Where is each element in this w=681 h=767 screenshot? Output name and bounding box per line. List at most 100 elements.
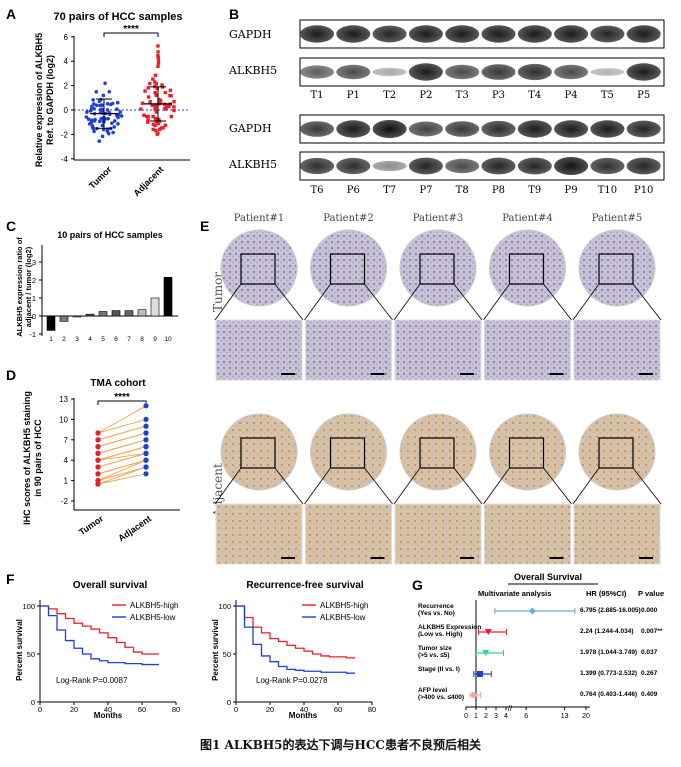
panel-a-dot-adjacent bbox=[160, 83, 164, 87]
blot-lane-label: P7 bbox=[419, 185, 432, 196]
survival-tick-label: 0 bbox=[31, 698, 35, 707]
panel-a-dot-adjacent bbox=[156, 121, 160, 126]
panel-e-patient-header: Patient#1 bbox=[234, 213, 285, 224]
panel-g-row-name: Recurrence bbox=[418, 603, 454, 610]
panel-g-tick-label: 0 bbox=[464, 713, 468, 720]
panel-d-dot-adjacent bbox=[143, 416, 149, 422]
figure-caption: 图1 ALKBH5的表达下调与HCC患者不良预后相关 bbox=[200, 738, 481, 752]
panel-f: F Overall survival Percent survival Mont… bbox=[6, 571, 376, 720]
panel-e-zoom-line bbox=[304, 283, 331, 321]
panel-e-core-adjacent bbox=[310, 413, 387, 491]
panel-a-dot-adjacent bbox=[164, 107, 168, 111]
panel-a-dot-adjacent bbox=[145, 114, 149, 119]
blot-lane-label: T9 bbox=[528, 185, 541, 196]
panel-a-dot-adjacent bbox=[155, 132, 159, 136]
blot-band bbox=[372, 67, 407, 77]
panel-e-zoom-box bbox=[329, 253, 366, 285]
panel-d-pair-line bbox=[97, 452, 147, 461]
panel-d-dot-adjacent bbox=[143, 457, 149, 463]
panel-d-dot-tumor bbox=[95, 471, 101, 477]
panel-a-dot-tumor bbox=[115, 107, 119, 112]
rfs-legend-low: ALKBH5-low bbox=[320, 613, 366, 622]
blot-band bbox=[445, 158, 480, 174]
panel-g-hr-header: HR (95%CI) bbox=[586, 589, 627, 598]
blot-band bbox=[481, 120, 516, 138]
panel-a-dot-tumor bbox=[92, 102, 96, 106]
blot-band bbox=[336, 120, 371, 138]
panel-g-row-p: 0.037 bbox=[641, 649, 658, 656]
panel-g-row-p: 0.007** bbox=[641, 628, 663, 635]
blot-band bbox=[408, 157, 443, 175]
panel-e-zoom-image-tumor bbox=[394, 319, 482, 381]
panel-a-dot-adjacent bbox=[153, 80, 157, 84]
panel-c-bar bbox=[98, 311, 108, 317]
panel-a-dot-adjacent bbox=[168, 88, 173, 93]
panel-e-core-tumor bbox=[489, 229, 566, 307]
survival-tick-label: 40 bbox=[300, 705, 308, 714]
panel-a-dot-tumor bbox=[90, 104, 94, 109]
panel-g-row-name: AFP level bbox=[418, 687, 447, 694]
panel-e-zoom-line bbox=[274, 283, 304, 321]
survival-tick-label: 0 bbox=[38, 705, 42, 714]
panel-e-core-tumor bbox=[310, 229, 387, 307]
panel-a-dot-tumor bbox=[112, 119, 117, 123]
panel-a-tick-label: -2 bbox=[61, 130, 69, 139]
os-xlabel: Months bbox=[94, 711, 123, 720]
panel-c-bar bbox=[85, 313, 95, 317]
panel-a-dot-adjacent bbox=[159, 126, 164, 130]
survival-tick-label: 20 bbox=[70, 705, 78, 714]
panel-a-dot-adjacent bbox=[167, 104, 171, 108]
survival-curve-high bbox=[40, 605, 159, 655]
survival-tick-label: 80 bbox=[368, 705, 376, 714]
panel-a-tick-label: -4 bbox=[61, 155, 69, 164]
panel-e-patient-headers: Patient#1 Patient#2 Patient#3 Patient#4 Pati… bbox=[234, 213, 643, 224]
panel-c-bar bbox=[124, 310, 134, 317]
panel-g-tick-label: 1 bbox=[474, 713, 478, 720]
panel-g-point bbox=[484, 629, 492, 635]
blot-lane-label: P1 bbox=[347, 90, 360, 101]
panel-c-category: 1 bbox=[49, 336, 53, 343]
panel-a-dot-adjacent bbox=[172, 100, 176, 104]
blot-lane-label: P4 bbox=[565, 90, 578, 101]
panel-g-row-sub: (Yes vs. No) bbox=[418, 610, 455, 617]
panel-e-patient-header: Patient#5 bbox=[592, 213, 643, 224]
panel-c-ylabel-1: ALKBH5 expression ratio of bbox=[15, 237, 24, 337]
survival-tick-label: 100 bbox=[22, 602, 35, 611]
panel-a-dot-adjacent bbox=[169, 114, 174, 119]
os-title: Overall survival bbox=[73, 580, 148, 591]
panel-g-row-hr: 6.795 (2.885-16.005) bbox=[580, 607, 641, 614]
os-legend-low: ALKBH5-low bbox=[130, 613, 176, 622]
blot-band bbox=[300, 157, 334, 175]
panel-c: C 10 pairs of HCC samples ALKBH5 express… bbox=[6, 218, 178, 343]
blot-band bbox=[517, 63, 552, 81]
panel-a-dot-adjacent bbox=[156, 50, 160, 54]
blot-band bbox=[626, 157, 661, 175]
panel-g-row-sub: (>5 vs. ≤5) bbox=[418, 652, 450, 659]
panel-g-row-sub: (>400 vs. ≤400) bbox=[418, 694, 464, 701]
panel-a-dot-tumor bbox=[105, 129, 110, 134]
panel-c-tick-label: 2 bbox=[32, 276, 36, 285]
panel-b-letter: B bbox=[229, 6, 239, 22]
panel-d-pair-line bbox=[97, 473, 147, 485]
panel-d-dot-adjacent bbox=[143, 403, 149, 409]
survival-curve-low bbox=[40, 605, 159, 666]
blot-lane-label: T10 bbox=[598, 185, 617, 196]
panel-d-tick-label: 13 bbox=[59, 395, 68, 404]
panel-a-dot-adjacent bbox=[142, 113, 146, 117]
blot-band bbox=[445, 64, 480, 80]
panel-d-pair-line bbox=[97, 405, 147, 434]
panel-d-tick-label: 4 bbox=[64, 456, 69, 465]
panel-e-zoom-box bbox=[240, 253, 276, 285]
blot-band bbox=[372, 160, 407, 172]
panel-a-dot-adjacent bbox=[146, 95, 151, 99]
blot-band bbox=[554, 25, 589, 43]
panel-a-dot-tumor bbox=[110, 121, 114, 125]
panel-a-dot-adjacent bbox=[148, 100, 152, 104]
blot-band bbox=[481, 157, 516, 175]
panel-e-core-tumor bbox=[399, 229, 477, 307]
panel-a-dot-tumor bbox=[100, 134, 105, 139]
panel-d-pair-line bbox=[97, 418, 147, 434]
blot-lane-label: T7 bbox=[383, 185, 396, 196]
panel-a-dot-adjacent bbox=[172, 108, 176, 113]
panel-a-dot-adjacent bbox=[156, 53, 160, 58]
